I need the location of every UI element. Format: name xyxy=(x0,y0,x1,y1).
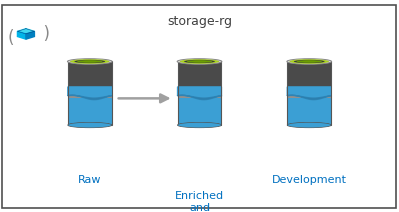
Polygon shape xyxy=(287,87,331,100)
Bar xyxy=(287,96,331,125)
Polygon shape xyxy=(26,31,34,39)
Bar xyxy=(178,96,221,125)
Ellipse shape xyxy=(70,59,109,64)
Text: ): ) xyxy=(1,25,11,43)
Bar xyxy=(287,61,331,125)
Ellipse shape xyxy=(287,123,331,128)
Bar xyxy=(178,61,221,125)
Bar xyxy=(178,87,221,98)
Text: Enriched
and
Curated: Enriched and Curated xyxy=(175,191,224,212)
Ellipse shape xyxy=(290,59,329,64)
Ellipse shape xyxy=(296,60,322,63)
Bar xyxy=(68,87,112,98)
Ellipse shape xyxy=(184,60,215,63)
Ellipse shape xyxy=(68,123,111,127)
Polygon shape xyxy=(178,87,221,100)
Ellipse shape xyxy=(187,60,212,63)
Polygon shape xyxy=(68,87,112,100)
Bar xyxy=(287,61,331,87)
Polygon shape xyxy=(178,95,221,100)
Ellipse shape xyxy=(287,59,332,64)
Text: Raw: Raw xyxy=(78,175,101,185)
Ellipse shape xyxy=(294,60,325,63)
Text: Development: Development xyxy=(272,175,347,185)
Ellipse shape xyxy=(288,123,331,127)
Bar xyxy=(68,61,112,125)
Polygon shape xyxy=(287,95,331,100)
Ellipse shape xyxy=(74,60,105,63)
Text: storage-rg: storage-rg xyxy=(167,15,232,28)
Ellipse shape xyxy=(67,59,112,64)
Ellipse shape xyxy=(178,123,221,128)
Polygon shape xyxy=(18,29,34,34)
Bar xyxy=(178,61,221,87)
Polygon shape xyxy=(18,31,26,39)
Text: ): ) xyxy=(41,25,51,43)
Polygon shape xyxy=(68,95,112,100)
Ellipse shape xyxy=(77,60,103,63)
Bar xyxy=(68,96,112,125)
Ellipse shape xyxy=(177,59,222,64)
Ellipse shape xyxy=(178,123,221,127)
Ellipse shape xyxy=(180,59,219,64)
Bar xyxy=(287,87,331,98)
Ellipse shape xyxy=(68,123,112,128)
Bar xyxy=(68,61,112,87)
FancyArrowPatch shape xyxy=(119,95,168,102)
